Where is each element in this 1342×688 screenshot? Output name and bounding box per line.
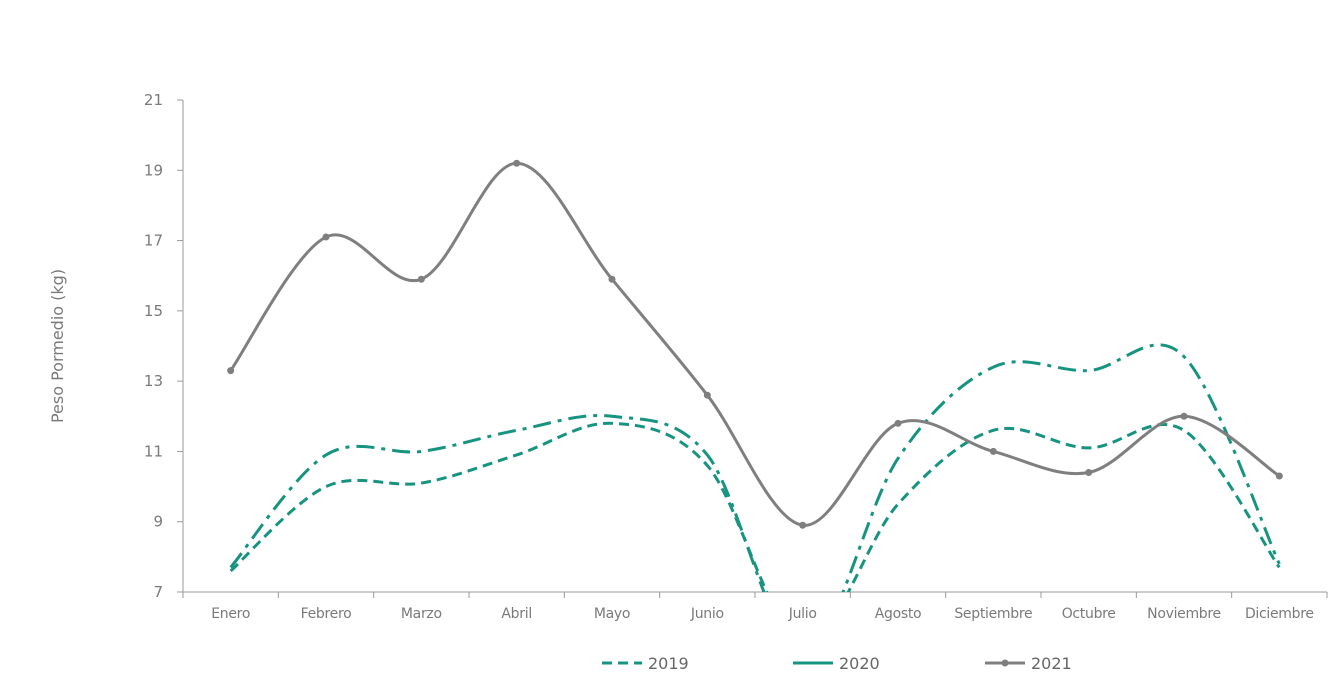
y-tick-label: 11 bbox=[144, 442, 163, 460]
y-tick-label: 17 bbox=[144, 232, 163, 250]
x-tick-label: Junio bbox=[690, 606, 724, 622]
series-point-2021 bbox=[1275, 472, 1283, 480]
series-point-2021 bbox=[1180, 412, 1188, 420]
x-tick-label: Noviembre bbox=[1147, 606, 1221, 622]
legend-label-2020: 2020 bbox=[839, 654, 880, 673]
series-point-2021 bbox=[1085, 469, 1093, 477]
y-tick-label: 19 bbox=[144, 161, 163, 179]
x-axis-ticks: Enero Febrero Marzo Abril Mayo Junio Julio Agos… bbox=[182, 592, 1328, 622]
legend-label-2019: 2019 bbox=[648, 654, 689, 673]
series-point-2021 bbox=[227, 367, 235, 375]
series-point-2021 bbox=[703, 391, 711, 399]
y-tick-label: 21 bbox=[144, 91, 163, 109]
y-tick-label: 15 bbox=[144, 302, 163, 320]
x-tick-label: Julio bbox=[788, 606, 817, 622]
x-tick-label: Diciembre bbox=[1245, 606, 1314, 622]
series-point-2021 bbox=[608, 275, 616, 283]
series-point-2021 bbox=[322, 233, 330, 241]
y-tick-label: 9 bbox=[153, 513, 163, 531]
x-tick-label: Enero bbox=[211, 606, 250, 622]
y-tick-label: 7 bbox=[153, 583, 163, 601]
series-point-2021 bbox=[513, 159, 521, 167]
series-layer bbox=[227, 159, 1283, 592]
x-tick-label: Mayo bbox=[594, 606, 630, 622]
x-tick-label: Abril bbox=[501, 606, 532, 622]
y-axis-title: Peso Pormedio (kg) bbox=[48, 269, 67, 423]
x-tick-label: Febrero bbox=[301, 606, 352, 622]
series-point-2021 bbox=[894, 419, 902, 427]
series-point-2021 bbox=[989, 447, 997, 455]
series-line-2019 bbox=[229, 421, 1281, 592]
x-tick-label: Octubre bbox=[1062, 606, 1116, 622]
series-point-2021 bbox=[417, 275, 425, 283]
legend: 2019 2020 2021 bbox=[602, 654, 1072, 673]
series-line-2020 bbox=[229, 343, 1281, 592]
x-tick-label: Agosto bbox=[875, 606, 922, 622]
legend-marker-2021 bbox=[1001, 659, 1009, 667]
series-line-2021 bbox=[229, 161, 1281, 527]
x-tick-label: Septiembre bbox=[954, 606, 1032, 622]
series-point-2021 bbox=[799, 521, 807, 529]
legend-label-2021: 2021 bbox=[1031, 654, 1072, 673]
y-tick-label: 13 bbox=[144, 372, 163, 390]
y-axis-ticks: 7 9 11 13 15 17 19 21 bbox=[144, 91, 183, 601]
x-tick-label: Marzo bbox=[401, 606, 442, 622]
